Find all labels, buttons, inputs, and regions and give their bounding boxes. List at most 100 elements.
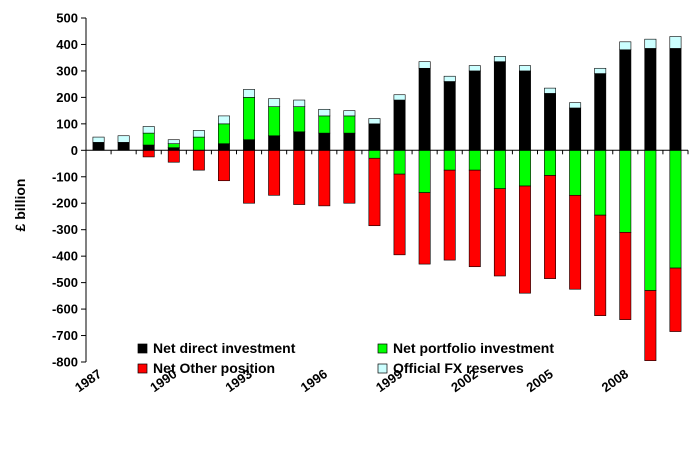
bar-segment xyxy=(393,99,406,151)
bar-segment xyxy=(443,75,456,82)
bar-segment xyxy=(594,73,607,151)
bar-segment xyxy=(418,61,431,69)
bar-segment xyxy=(468,70,481,151)
bar-segment xyxy=(418,67,431,151)
bar-segment xyxy=(368,118,381,125)
bar-segment xyxy=(569,194,582,290)
y-tick-label: 500 xyxy=(56,11,78,26)
bar-segment xyxy=(142,126,155,134)
bar-segment xyxy=(268,106,281,137)
bar-segment xyxy=(644,150,657,291)
bar-segment xyxy=(468,150,481,171)
bar-segment xyxy=(368,150,381,159)
bar-segment xyxy=(519,65,531,72)
bar-segment xyxy=(243,139,255,151)
bar-segment xyxy=(167,143,180,148)
bar-segment xyxy=(218,115,230,125)
bar-segment xyxy=(142,150,155,158)
bar-segment xyxy=(468,65,481,72)
y-tick-label: -500 xyxy=(52,275,78,290)
bar-segment xyxy=(569,150,582,196)
bar-segment xyxy=(343,132,356,151)
x-tick-label: 2005 xyxy=(523,366,555,395)
bar-segment xyxy=(393,150,406,175)
bar-segment xyxy=(443,169,456,261)
y-tick-label: -100 xyxy=(52,169,78,184)
bar-segment xyxy=(544,93,556,151)
bar-segment xyxy=(493,56,506,62)
y-tick-label: -300 xyxy=(52,222,78,237)
bar-segment xyxy=(243,89,255,98)
bar-segment xyxy=(268,135,281,151)
legend: Net direct investment Net portfolio inves… xyxy=(137,340,554,376)
bar-segment xyxy=(594,214,607,316)
y-tick-label: 400 xyxy=(56,37,78,52)
bar-segment xyxy=(218,150,230,182)
bar-segment xyxy=(493,61,506,151)
y-tick-label: 0 xyxy=(71,143,78,158)
bar-segment xyxy=(268,98,281,107)
bar-segment xyxy=(519,70,531,151)
y-ticks: 500 400 300 200 100 0 -100 -200 -300 -400 -500 -600… xyxy=(52,11,86,370)
bar-segment xyxy=(594,67,607,74)
bar-segment xyxy=(167,139,180,144)
bar-segment xyxy=(619,232,632,320)
bar-segment xyxy=(293,150,306,205)
bar-segment xyxy=(243,150,255,204)
bar-segment xyxy=(493,188,506,277)
bar-segment xyxy=(418,192,431,265)
bar-segment xyxy=(669,36,682,49)
x-tick-label: 1996 xyxy=(298,366,330,395)
bar-segment xyxy=(544,175,556,279)
y-axis-title: £ billion xyxy=(12,179,28,232)
bar-segment xyxy=(92,136,105,143)
bar-segment xyxy=(293,131,306,151)
bar-segment xyxy=(243,97,255,141)
y-tick-label: 100 xyxy=(56,116,78,131)
bar-segment xyxy=(644,48,657,151)
bar-segment xyxy=(569,102,582,109)
bar-segment xyxy=(418,150,431,193)
bar-segment xyxy=(192,136,205,151)
bar-segment xyxy=(644,38,657,49)
bar-segment xyxy=(393,94,406,101)
bar-segment xyxy=(519,150,531,187)
bar-segment xyxy=(218,123,230,144)
bar-segment xyxy=(343,110,356,117)
x-tick-label: 2008 xyxy=(599,366,631,395)
bar-segment xyxy=(167,150,180,163)
bar-segment xyxy=(343,150,356,204)
legend-swatch xyxy=(377,343,388,354)
legend-label: Net Other position xyxy=(153,360,275,376)
bar-segment xyxy=(318,150,331,207)
y-tick-label: -800 xyxy=(52,355,78,370)
y-tick-label: 300 xyxy=(56,63,78,78)
bar-segment xyxy=(669,48,682,151)
bar-segment xyxy=(218,143,230,151)
bar-segment xyxy=(468,169,481,268)
bar-segment xyxy=(117,142,130,151)
bar-segment xyxy=(268,150,281,196)
bar-segment xyxy=(669,267,682,332)
legend-label: Net portfolio investment xyxy=(393,340,554,356)
legend-swatch xyxy=(137,363,148,374)
x-tick-label: 1987 xyxy=(72,366,104,395)
bar-segment xyxy=(343,115,356,134)
bar-segment xyxy=(318,115,331,134)
y-tick-label: -600 xyxy=(52,302,78,317)
y-tick-label: -700 xyxy=(52,328,78,343)
bars-layer xyxy=(92,36,682,361)
y-tick-label: 200 xyxy=(56,90,78,105)
bar-segment xyxy=(443,150,456,171)
bar-segment xyxy=(192,150,205,171)
bar-segment xyxy=(318,132,331,151)
bar-segment xyxy=(519,185,531,294)
legend-swatch xyxy=(377,363,388,374)
bar-segment xyxy=(443,81,456,151)
bar-segment xyxy=(619,49,632,151)
bar-segment xyxy=(293,99,306,107)
bar-segment xyxy=(393,173,406,256)
bar-segment xyxy=(569,107,582,151)
bar-segment xyxy=(293,106,306,133)
